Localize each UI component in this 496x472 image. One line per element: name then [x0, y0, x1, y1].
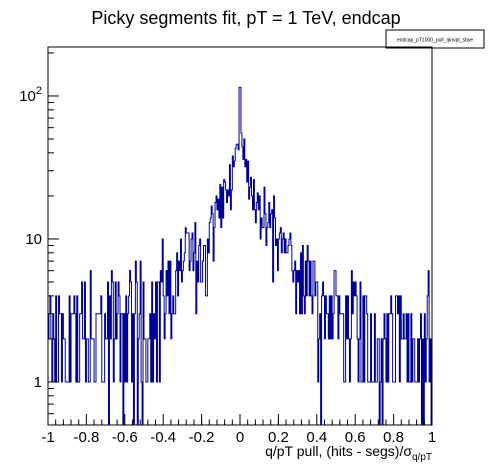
x-axis: -1 -0.8 -0.6 -0.4 -0.2 0 0.2 0.4 0.6 0.8 1 — [41, 414, 436, 446]
legend-label: endcap_pT1000_pull_qinvpt_sbye — [397, 38, 473, 44]
y-tick-label: 102 — [19, 85, 42, 105]
x-tick-label: 0.6 — [345, 429, 366, 446]
x-tick-label: -0.6 — [112, 429, 138, 446]
histogram-line — [48, 86, 432, 425]
x-tick-label: -0.2 — [189, 429, 215, 446]
legend-box: endcap_pT1000_pull_qinvpt_sbye — [385, 29, 485, 49]
chart-title: Picky segments fit, pT = 1 TeV, endcap — [91, 8, 400, 28]
histogram — [48, 86, 432, 425]
x-axis-title-sub: q/pT — [412, 452, 432, 463]
y-tick-label: 1 — [34, 374, 42, 391]
x-tick-label: -0.4 — [150, 429, 176, 446]
x-tick-label: 0.8 — [383, 429, 404, 446]
x-axis-title-main: q/pT pull, (hits - segs)/σ — [265, 443, 412, 459]
x-tick-label: 1 — [428, 429, 436, 446]
x-axis-title: q/pT pull, (hits - segs)/σq/pT — [265, 443, 432, 463]
x-tick-label: 0.2 — [268, 429, 289, 446]
y-tick-label: 10 — [25, 231, 42, 248]
x-tick-label: 0.4 — [306, 429, 327, 446]
y-axis: 1 10 102 — [19, 52, 59, 426]
x-tick-label: 0 — [236, 429, 244, 446]
x-tick-label: -1 — [41, 429, 54, 446]
x-tick-label: -0.8 — [73, 429, 99, 446]
